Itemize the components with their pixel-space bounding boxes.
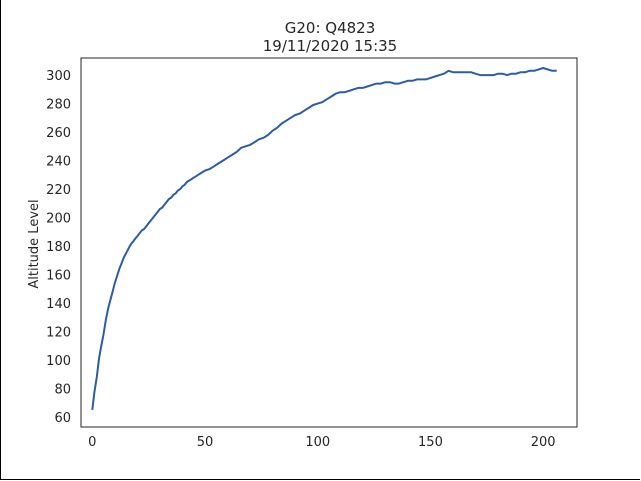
x-tick-label: 0 (88, 435, 96, 450)
x-tick-label: 150 (418, 435, 443, 450)
y-tick-label: 160 (46, 269, 71, 284)
y-axis-label: Altitude Level (27, 199, 42, 288)
y-tick-label: 280 (46, 98, 71, 113)
x-tick-label: 100 (305, 435, 330, 450)
x-tick-label: 200 (531, 435, 556, 450)
x-tick-label: 50 (197, 435, 214, 450)
y-tick-label: 300 (46, 69, 71, 84)
altitude-series-line (91, 67, 557, 411)
y-tick-label: 180 (46, 240, 71, 255)
x-axis: 0 50 100 150 200 (88, 435, 555, 450)
chart-title: G20: Q4823 (285, 19, 376, 37)
y-tick-label: 200 (46, 212, 71, 227)
plot-area (80, 57, 578, 428)
y-tick-label: 260 (46, 126, 71, 141)
y-tick-label: 120 (46, 326, 71, 341)
y-tick-label: 140 (46, 297, 71, 312)
y-axis: 60 80 100 120 140 160 180 200 220 240 260 280 300 (46, 69, 71, 426)
y-tick-label: 60 (54, 411, 71, 426)
chart-subtitle: 19/11/2020 15:35 (263, 37, 397, 55)
y-tick-label: 240 (46, 155, 71, 170)
y-tick-label: 80 (54, 383, 71, 398)
y-tick-label: 100 (46, 354, 71, 369)
y-tick-label: 220 (46, 183, 71, 198)
